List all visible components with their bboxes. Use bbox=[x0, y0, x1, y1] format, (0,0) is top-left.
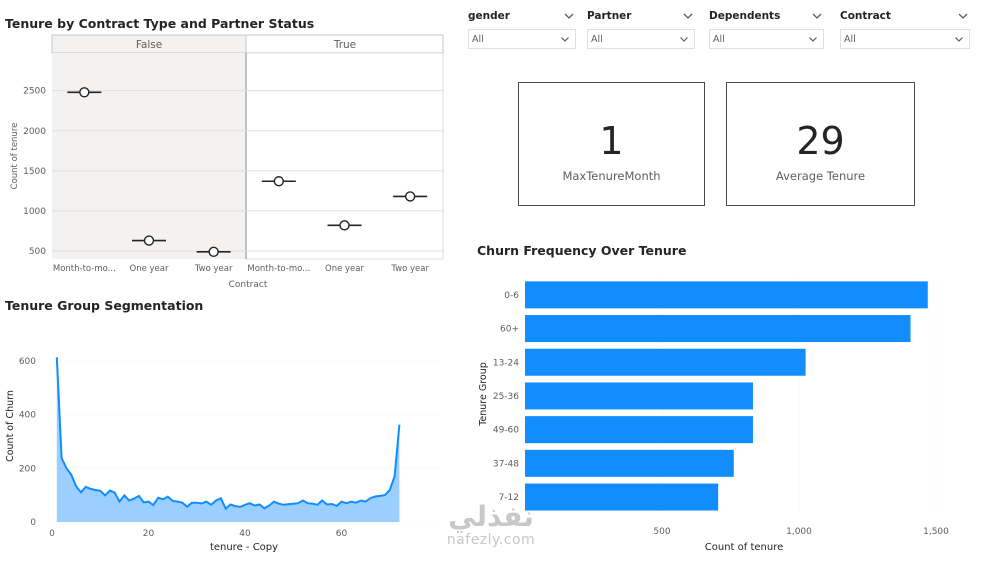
dot-point[interactable] bbox=[79, 87, 90, 98]
watermark-arabic: نفذلي bbox=[448, 500, 534, 533]
x-tick-label: 1,500 bbox=[923, 527, 949, 537]
bar[interactable] bbox=[525, 382, 753, 410]
bar-x-axis-title: Count of tenure bbox=[705, 542, 784, 553]
x-tick-label: 20 bbox=[143, 529, 155, 539]
bar[interactable] bbox=[525, 348, 806, 376]
bar[interactable] bbox=[525, 449, 734, 477]
dotplot-x-axis-title: Contract bbox=[229, 280, 268, 290]
y-tick-label: 2000 bbox=[23, 127, 46, 137]
category-label: 25-36 bbox=[493, 392, 519, 402]
x-tick-label: 1,000 bbox=[786, 527, 812, 537]
chevron-down-icon[interactable] bbox=[807, 33, 819, 45]
bar[interactable] bbox=[525, 416, 753, 444]
y-tick-label: 600 bbox=[19, 357, 36, 367]
category-label: 0-6 bbox=[504, 291, 519, 301]
slicer-partner-dropdown[interactable]: All bbox=[587, 29, 695, 49]
watermark-logo: نفذلي nafezly.com bbox=[430, 500, 552, 549]
dot-point[interactable] bbox=[404, 191, 416, 202]
x-tick-label: One year bbox=[325, 264, 364, 274]
slicer-dependents[interactable]: Dependents All bbox=[709, 8, 824, 49]
chevron-down-icon[interactable] bbox=[681, 9, 695, 23]
area-fill bbox=[56, 357, 400, 522]
dot-point[interactable] bbox=[143, 235, 155, 246]
y-tick-label: 2500 bbox=[23, 87, 46, 97]
slicer-dependents-value: All bbox=[713, 33, 725, 45]
bar[interactable] bbox=[525, 315, 911, 343]
y-tick-label: 500 bbox=[29, 247, 46, 257]
kpi-label: MaxTenureMonth bbox=[562, 169, 661, 183]
x-tick-label: 40 bbox=[239, 529, 251, 539]
panel-label-false: False bbox=[136, 39, 162, 51]
chevron-down-icon[interactable] bbox=[956, 9, 970, 23]
area-y-axis-title: Count of Churn bbox=[5, 390, 16, 462]
kpi-card-max-tenure-month: 1 MaxTenureMonth bbox=[518, 82, 705, 206]
kpi-card-average-tenure: 29 Average Tenure bbox=[726, 82, 915, 206]
category-label: 37-48 bbox=[493, 459, 519, 469]
chevron-down-icon[interactable] bbox=[810, 9, 824, 23]
area-x-axis-title: tenure - Copy bbox=[210, 542, 278, 553]
category-label: 49-60 bbox=[493, 426, 519, 436]
x-tick-label: 60 bbox=[336, 529, 348, 539]
y-tick-label: 400 bbox=[19, 411, 36, 421]
slicer-dependents-dropdown[interactable]: All bbox=[709, 29, 824, 49]
kpi-value: 29 bbox=[796, 119, 845, 163]
slicer-gender-dropdown[interactable]: All bbox=[468, 29, 576, 49]
category-label: 13-24 bbox=[493, 358, 519, 368]
x-tick-label: Two year bbox=[390, 264, 429, 274]
area-chart: 0 200 400 600 0 20 40 60 tenure - Copy Count of… bbox=[5, 357, 440, 553]
x-tick-label: Month-to-mo... bbox=[53, 264, 116, 274]
chevron-down-icon[interactable] bbox=[559, 33, 571, 45]
dot-point[interactable] bbox=[208, 246, 219, 257]
slicer-partner[interactable]: Partner All bbox=[587, 8, 695, 49]
chevron-down-icon[interactable] bbox=[562, 9, 576, 23]
slicer-contract-dropdown[interactable]: All bbox=[840, 29, 970, 49]
panel-label-true: True bbox=[333, 39, 356, 51]
slicer-partner-value: All bbox=[591, 33, 603, 45]
slicer-contract-label: Contract bbox=[840, 10, 891, 22]
y-tick-label: 1000 bbox=[23, 207, 46, 217]
chevron-down-icon[interactable] bbox=[678, 33, 690, 45]
slicer-partner-label: Partner bbox=[587, 10, 632, 22]
category-label: 60+ bbox=[500, 325, 519, 335]
category-label: 7-12 bbox=[499, 493, 519, 503]
slicer-gender[interactable]: gender All bbox=[468, 8, 576, 49]
bar-chart: 0-6 60+ 13-24 25-36 49-60 37-48 7-12 500 1,000 1… bbox=[478, 278, 949, 553]
x-tick-label: Two year bbox=[194, 264, 233, 274]
dot-point[interactable] bbox=[273, 176, 285, 187]
slicer-contract[interactable]: Contract All bbox=[840, 8, 970, 49]
x-tick-label: Month-to-mo... bbox=[247, 264, 310, 274]
bar-y-axis-title: Tenure Group bbox=[478, 362, 489, 427]
y-tick-label: 0 bbox=[30, 518, 36, 528]
watermark-latin: nafezly.com bbox=[446, 532, 536, 548]
panel-false-background bbox=[52, 53, 246, 259]
dot-point[interactable] bbox=[339, 220, 350, 231]
y-tick-label: 1500 bbox=[23, 167, 46, 177]
bar-chart-title: Churn Frequency Over Tenure bbox=[477, 243, 687, 258]
bar[interactable] bbox=[525, 281, 928, 309]
bar[interactable] bbox=[525, 483, 719, 511]
area-line bbox=[55, 357, 401, 511]
x-tick-label: One year bbox=[130, 264, 169, 274]
slicer-gender-label: gender bbox=[468, 10, 510, 22]
slicer-gender-value: All bbox=[472, 33, 484, 45]
dotplot-chart: False True 500 1000 1500 2000 2500 Month-to-… bbox=[10, 34, 444, 290]
slicer-contract-value: All bbox=[844, 33, 856, 45]
dotplot-title: Tenure by Contract Type and Partner Stat… bbox=[5, 16, 315, 31]
kpi-value: 1 bbox=[599, 119, 624, 163]
chevron-down-icon[interactable] bbox=[953, 33, 965, 45]
dotplot-y-axis-title: Count of tenure bbox=[10, 123, 20, 190]
x-tick-label: 500 bbox=[653, 527, 670, 537]
kpi-label: Average Tenure bbox=[775, 169, 866, 183]
slicer-dependents-label: Dependents bbox=[709, 10, 781, 22]
area-chart-title: Tenure Group Segmentation bbox=[5, 298, 204, 313]
y-tick-label: 200 bbox=[19, 464, 36, 474]
x-tick-label: 0 bbox=[49, 529, 55, 539]
